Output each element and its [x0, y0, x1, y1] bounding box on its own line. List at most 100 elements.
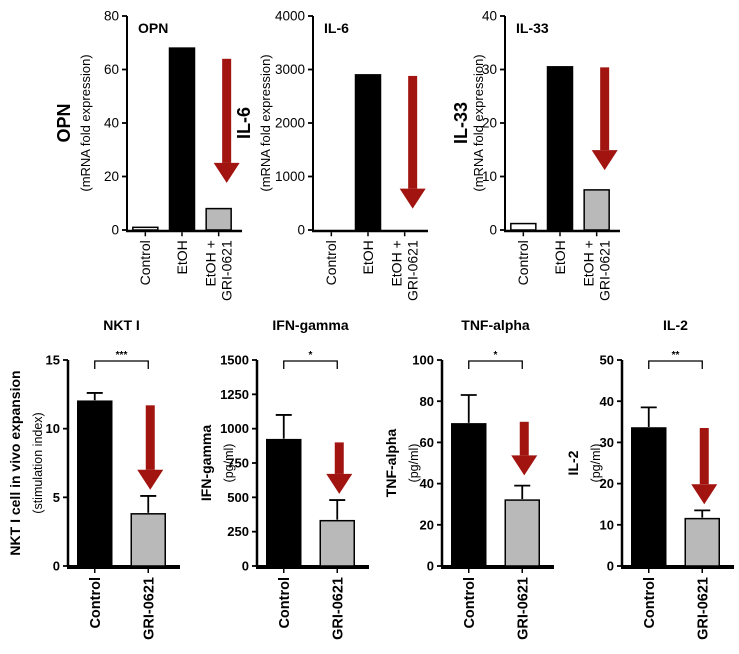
chart-svg-ifng: IFN-gamma (pg/ml) IFN-gamma 0 250 500 750 1000 1…: [198, 317, 369, 640]
y-tick-label: 500: [227, 490, 249, 505]
significance-bracket: [468, 360, 523, 369]
category-label: EtOH: [174, 240, 190, 274]
down-arrow-icon: [137, 405, 164, 490]
category-label: Control: [515, 240, 531, 285]
y-axis-sublabel: (stimulation index): [31, 412, 45, 513]
bar-GRI-0621: [130, 513, 166, 567]
y-tick-label: 0: [489, 223, 497, 238]
category-label: EtOH +GRI-0621: [581, 240, 613, 301]
bar-Control: [451, 423, 487, 567]
bar-EtOH: [354, 74, 382, 231]
chart-svg-il2: IL-2 (pg/ml) IL-2 0 10 20 30 40 50 Control GRI-062…: [565, 317, 734, 640]
category-label: GRI-0621: [330, 577, 346, 640]
chart-title: NKT I: [103, 317, 140, 333]
y-tick-label: 750: [227, 456, 249, 471]
y-tick-label: 1500: [220, 353, 249, 368]
top-row: OPN (mRNA fold expression) OPN 0 20 40 60 80 Con…: [0, 0, 739, 308]
y-tick-label: 0: [607, 559, 614, 574]
bar-GRI-0621: [684, 517, 720, 567]
chart-title: IL-6: [324, 20, 349, 36]
significance-bracket: [648, 360, 703, 369]
chart-title: TNF-alpha: [461, 317, 530, 333]
category-label: Control: [323, 240, 339, 285]
bar-Control: [77, 400, 113, 567]
category-label: Control: [137, 240, 153, 285]
y-tick-label: 40: [104, 116, 119, 131]
category-label: Control: [277, 577, 293, 629]
y-axis-label: OPN: [54, 103, 74, 142]
y-tick-label: 4000: [275, 9, 305, 24]
y-axis-label: IL-2: [565, 450, 581, 475]
y-axis-label: IL-33: [451, 102, 471, 144]
category-label: GRI-0621: [515, 577, 531, 640]
down-arrow-icon: [591, 67, 618, 171]
category-label: GRI-0621: [695, 577, 711, 640]
bar-GRI-0621: [319, 519, 355, 567]
significance-label: *: [309, 350, 313, 361]
y-tick-label: 30: [482, 62, 497, 77]
category-label: Control: [88, 577, 104, 629]
bar-Control: [510, 222, 537, 231]
down-arrow-icon: [213, 58, 240, 183]
y-tick-label: 30: [600, 435, 614, 450]
bar-GRI-0621: [504, 499, 540, 567]
category-label: EtOH: [360, 240, 376, 274]
y-tick-label: 10: [600, 517, 614, 532]
bar-Control: [132, 226, 159, 231]
chart-tnfa: TNF-alpha (pg/ml) TNF-alpha 0 20 40 60 80 100 Con…: [380, 308, 562, 654]
chart-svg-nkt: NKT I cell in vivo expansion (stimulation…: [7, 317, 180, 640]
y-tick-label: 20: [420, 517, 434, 532]
y-tick-label: 5: [53, 490, 60, 505]
bar-EtOH: [168, 47, 196, 231]
down-arrow-icon: [511, 421, 538, 476]
y-tick-label: 0: [297, 223, 305, 238]
y-tick-label: 2000: [275, 116, 305, 131]
y-tick-label: 40: [600, 394, 614, 409]
chart-svg-tnfa: TNF-alpha (pg/ml) TNF-alpha 0 20 40 60 80 100 Con…: [383, 317, 554, 640]
chart-il6: IL-6 (mRNA fold expression) IL-6 0 1000 2000 3…: [234, 0, 450, 306]
y-axis-label: IL-6: [234, 107, 254, 139]
y-tick-label: 0: [53, 559, 60, 574]
chart-title: IL-33: [516, 20, 549, 36]
category-label: EtOH: [552, 240, 568, 274]
y-tick-label: 3000: [275, 62, 305, 77]
y-axis-label: NKT I cell in vivo expansion: [7, 370, 23, 555]
significance-bracket: [94, 360, 149, 369]
y-axis-sublabel: (mRNA fold expression): [258, 54, 273, 191]
chart-svg-il33: IL-33 (mRNA fold expression)IL-3301020304…: [451, 9, 620, 301]
down-arrow-icon: [691, 427, 718, 505]
y-axis-label: TNF-alpha: [383, 429, 399, 498]
category-label: Control: [642, 577, 658, 629]
down-arrow-icon: [326, 442, 353, 494]
chart-title: IL-2: [663, 317, 688, 333]
chart-title: OPN: [138, 20, 168, 36]
y-axis-label: IFN-gamma: [198, 425, 214, 501]
y-axis-sublabel: (pg/ml): [222, 444, 236, 483]
y-tick-label: 60: [420, 435, 434, 450]
chart-il33: IL-33 (mRNA fold expression) IL-33 0 10 20 30 4…: [451, 0, 739, 306]
y-axis-sublabel: (mRNA fold expression): [471, 54, 486, 191]
bar-EtOH +: [205, 207, 232, 231]
significance-bracket: [283, 360, 338, 369]
significance-label: *: [494, 350, 498, 361]
y-tick-label: 40: [482, 9, 497, 24]
category-label: EtOH +GRI-0621: [203, 240, 235, 301]
y-tick-label: 40: [420, 476, 434, 491]
significance-label: **: [672, 350, 680, 361]
significance-label: ***: [116, 350, 128, 361]
y-tick-label: 1250: [220, 387, 249, 402]
y-tick-label: 10: [482, 169, 497, 184]
y-tick-label: 1000: [220, 421, 249, 436]
y-axis-sublabel: (mRNA fold expression): [78, 54, 93, 191]
chart-svg-il6: IL-6 (mRNA fold expression) IL-6 0 1000 2000 3…: [234, 9, 428, 301]
chart-ifng: IFN-gamma (pg/ml) IFN-gamma 0 250 500 750 1000 1…: [195, 308, 380, 654]
y-tick-label: 80: [420, 394, 434, 409]
y-tick-label: 50: [600, 353, 614, 368]
y-axis-sublabel: (pg/ml): [407, 444, 421, 483]
y-tick-label: 15: [46, 353, 60, 368]
y-tick-label: 10: [46, 421, 60, 436]
y-tick-label: 20: [482, 116, 497, 131]
category-label: GRI-0621: [141, 577, 157, 640]
y-tick-label: 0: [242, 559, 249, 574]
